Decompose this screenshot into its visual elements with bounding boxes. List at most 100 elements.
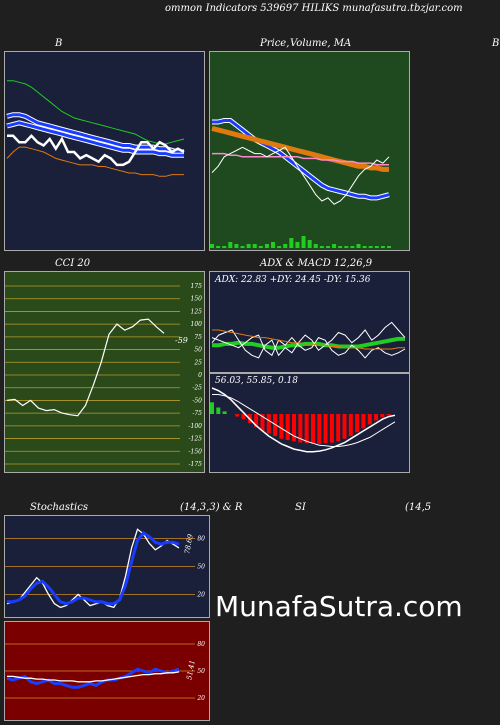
macd-histogram-bar (235, 414, 240, 417)
volume-bar (387, 246, 391, 248)
macd-histogram-bar (374, 414, 379, 421)
stochastics-chart: 80 50 20 (5, 516, 209, 617)
stochastics-params: (14,3,3) & R (180, 502, 243, 513)
volume-bar (283, 244, 288, 248)
macd-histogram-bar (222, 411, 227, 414)
panel-background (5, 272, 204, 472)
rsi-chart: 80 50 20 (5, 622, 209, 720)
rsi-tick-label: 50 (197, 668, 205, 675)
macd-chart (210, 374, 409, 472)
rsi-tick-label: 20 (196, 695, 205, 702)
macd-histogram-bar (285, 414, 290, 440)
volume-bar (264, 244, 269, 248)
volume-bar (210, 244, 214, 248)
bollinger-chart (5, 52, 204, 250)
bollinger-price-line (7, 133, 185, 167)
adx-chart (210, 272, 409, 372)
rsi-rsi-line (6, 667, 180, 689)
cci-tick-label: 125 (191, 308, 203, 315)
stochastics-panel: 80 50 20 78.69 (4, 515, 210, 618)
bollinger-upper-line (7, 80, 185, 145)
watermark: MunafaSutra.com (215, 590, 463, 623)
rsi-params: (14,5 (405, 502, 432, 513)
macd-histogram-bar (304, 414, 309, 444)
macd-histogram-bar (273, 414, 278, 437)
macd-histogram-bar (329, 414, 334, 443)
cci-chart: 175 150 125 100 75 50 25 0 -25 -50 -75 -100 -125 -150… (5, 272, 204, 472)
macd-histogram-bar (361, 414, 366, 429)
macd-histogram-bar (254, 414, 259, 427)
volume-bar (295, 242, 300, 248)
rsi-tick-label: 80 (197, 641, 205, 648)
adx-panel: ADX: 22.83 +DY: 24.45 -DY: 15.36 (209, 271, 410, 373)
adx-plus-di-line (211, 321, 406, 359)
macd-histogram-bar (367, 414, 372, 425)
cci-tick-label: -125 (189, 436, 203, 443)
rsi-ma-line (7, 671, 180, 683)
cci-tick-label: 50 (194, 347, 202, 354)
volume-bar (319, 246, 324, 248)
cci-tick-label: -25 (192, 385, 202, 392)
volume-ma-label: Volume, MA (290, 38, 352, 49)
cci-tick-label: 100 (191, 321, 203, 328)
cci-label: CCI 20 (55, 258, 91, 269)
bollinger-label: B (55, 38, 63, 49)
volume-bar (307, 240, 312, 248)
volume-bar (380, 246, 385, 248)
cci-tick-label: -75 (192, 410, 202, 417)
macd-panel: 56.03, 55.85, 0.18 (209, 373, 410, 473)
price-panel (209, 51, 410, 251)
stochastics-tick-label: 20 (196, 591, 205, 598)
macd-histogram-bar (355, 414, 360, 433)
stochastics-k-line (6, 528, 180, 609)
price-label: Price, (260, 38, 290, 49)
volume-bar (222, 246, 227, 248)
volume-bar (246, 244, 251, 248)
macd-histogram-bar (323, 414, 328, 444)
volume-bar (362, 246, 367, 248)
macd-histogram-bar (336, 414, 341, 442)
panel-background (210, 272, 409, 372)
macd-histogram-bar (298, 414, 303, 443)
cci-line (6, 318, 165, 417)
next-panel-label: B (492, 38, 500, 49)
volume-bar (258, 246, 263, 248)
volume-bar (350, 246, 355, 248)
cci-tick-label: 25 (193, 359, 202, 366)
volume-bar (325, 246, 330, 248)
volume-bar (368, 246, 373, 248)
volume-bar (228, 242, 233, 248)
price-chart (210, 52, 409, 250)
cci-tick-label: -50 (192, 397, 202, 404)
macd-histogram-bar (279, 414, 284, 439)
macd-histogram-bar (342, 414, 347, 439)
volume-bar (313, 244, 318, 248)
rsi-panel: 80 50 20 51.41 (4, 621, 210, 721)
macd-histogram-bar (292, 414, 297, 442)
macd-histogram-bar (260, 414, 265, 431)
panel-background (210, 374, 409, 472)
cci-tick-label: -100 (189, 423, 203, 430)
stochastics-tick-label: 50 (197, 564, 205, 571)
volume-bar (277, 246, 282, 248)
volume-bar (240, 246, 245, 248)
cci-tick-label: 0 (198, 372, 202, 379)
volume-bar (344, 246, 349, 248)
price-orange-ma-line (211, 125, 389, 172)
macd-histogram-bar (386, 414, 391, 416)
macd-macd-line (211, 387, 396, 453)
cci-tick-label: -175 (189, 461, 203, 468)
macd-histogram-bar (380, 414, 385, 418)
page-title: ommon Indicators 539697 HILIKS munafasut… (165, 3, 463, 14)
cci-tick-label: 150 (191, 296, 203, 303)
macd-signal-line (212, 394, 396, 447)
volume-bar (338, 246, 343, 248)
macd-histogram-bar (310, 414, 315, 444)
macd-histogram-bar (210, 402, 214, 414)
price-blue-band-line (212, 119, 390, 200)
volume-bar (356, 244, 361, 248)
volume-bar (289, 238, 294, 248)
rsi-label: SI (295, 502, 306, 513)
volume-bar (252, 244, 257, 248)
stochastics-label: Stochastics (30, 502, 88, 513)
